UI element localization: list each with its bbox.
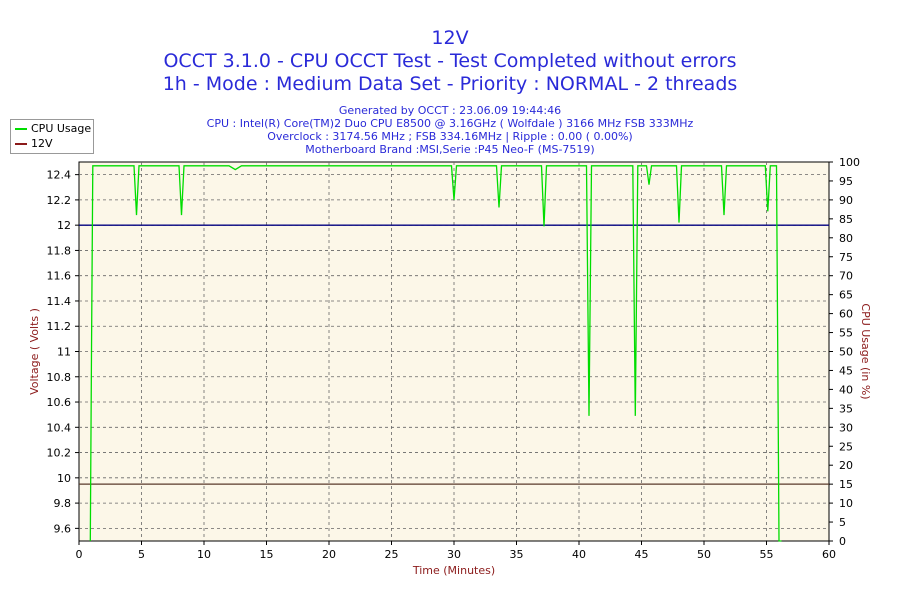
- info-overclock: Overclock : 3174.56 MHz ; FSB 334.16MHz …: [267, 130, 633, 143]
- x-tick-label: 0: [76, 548, 83, 561]
- x-tick-label: 30: [447, 548, 461, 561]
- y2-tick-label: 30: [839, 421, 853, 434]
- y2-tick-label: 35: [839, 402, 853, 415]
- series-line-cpu-usage: [89, 165, 782, 542]
- y-tick-label: 11.8: [47, 244, 72, 257]
- y2-tick-label: 80: [839, 232, 853, 245]
- y-axis-label: Voltage ( Volts ): [28, 308, 41, 395]
- legend-label-12v: 12V: [31, 137, 53, 150]
- x-tick-label: 5: [138, 548, 145, 561]
- y-tick-label: 11: [57, 346, 71, 359]
- y2-tick-label: 65: [839, 289, 853, 302]
- x-tick-label: 35: [510, 548, 524, 561]
- y2-tick-label: 55: [839, 327, 853, 340]
- x-tick-label: 15: [260, 548, 274, 561]
- chart-subtitle-test: OCCT 3.1.0 - CPU OCCT Test - Test Comple…: [163, 50, 737, 72]
- y-tick-label: 11.2: [47, 320, 72, 333]
- y-tick-label: 10: [57, 472, 71, 485]
- y2-tick-label: 100: [839, 156, 860, 169]
- x-tick-label: 10: [197, 548, 211, 561]
- y-tick-label: 10.4: [47, 421, 72, 434]
- y-tick-label: 10.6: [47, 396, 72, 409]
- info-cpu: CPU : Intel(R) Core(TM)2 Duo CPU E8500 @…: [206, 117, 694, 130]
- y2-tick-label: 40: [839, 383, 853, 396]
- x-tick-label: 55: [760, 548, 774, 561]
- y-tick-label: 10.8: [47, 371, 72, 384]
- y2-tick-label: 90: [839, 194, 853, 207]
- legend-swatch-12v: [15, 143, 27, 145]
- x-tick-label: 50: [697, 548, 711, 561]
- y2-tick-label: 10: [839, 497, 853, 510]
- y-tick-label: 10.2: [47, 447, 72, 460]
- legend-item-12v: 12V: [15, 137, 53, 151]
- y2-tick-label: 20: [839, 459, 853, 472]
- x-tick-label: 45: [635, 548, 649, 561]
- y2-tick-label: 85: [839, 213, 853, 226]
- y2-tick-label: 70: [839, 270, 853, 283]
- y-tick-label: 11.6: [47, 270, 72, 283]
- x-tick-label: 20: [322, 548, 336, 561]
- info-generated: Generated by OCCT : 23.06.09 19:44:46: [338, 104, 562, 117]
- x-tick-label: 60: [822, 548, 836, 561]
- legend-item-cpu-usage: CPU Usage: [15, 122, 91, 136]
- x-tick-label: 40: [572, 548, 586, 561]
- y-tick-label: 12: [57, 219, 71, 232]
- x-tick-label: 25: [385, 548, 399, 561]
- y-tick-label: 12.2: [47, 194, 72, 207]
- x-axis-label: Time (Minutes): [412, 564, 495, 577]
- y2-tick-label: 75: [839, 251, 853, 264]
- y2-tick-label: 15: [839, 478, 853, 491]
- y-tick-label: 9.6: [54, 522, 72, 535]
- legend: CPU Usage 12V: [10, 119, 94, 154]
- y2-tick-label: 60: [839, 308, 853, 321]
- y2-tick-label: 50: [839, 346, 853, 359]
- y2-tick-label: 0: [839, 535, 846, 548]
- legend-label-cpu-usage: CPU Usage: [31, 122, 92, 135]
- y-tick-label: 12.4: [47, 169, 72, 182]
- y2-tick-label: 95: [839, 175, 853, 188]
- y2-tick-label: 25: [839, 440, 853, 453]
- y-tick-label: 9.8: [54, 497, 72, 510]
- y2-tick-label: 45: [839, 364, 853, 377]
- y2-tick-label: 5: [839, 516, 846, 529]
- chart-subtitle-mode: 1h - Mode : Medium Data Set - Priority :…: [162, 73, 738, 95]
- info-motherboard: Motherboard Brand :MSI,Serie :P45 Neo-F …: [305, 143, 595, 156]
- chart-title: 12V: [431, 27, 469, 49]
- y-tick-label: 11.4: [47, 295, 72, 308]
- legend-swatch-cpu-usage: [15, 128, 27, 130]
- y2-axis-label: CPU Usage (in %): [859, 303, 872, 399]
